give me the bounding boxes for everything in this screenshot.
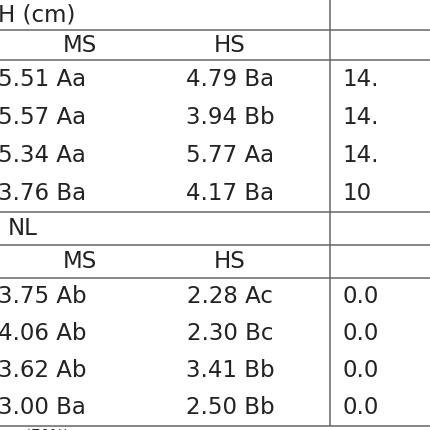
Text: 4.79 Ba: 4.79 Ba	[186, 68, 274, 90]
Text: HS: HS	[214, 250, 246, 273]
Text: 5.77 Aa: 5.77 Aa	[186, 144, 274, 166]
Text: ng (70%).: ng (70%).	[2, 429, 74, 430]
Text: 0.0: 0.0	[342, 359, 378, 382]
Text: H (cm): H (cm)	[0, 3, 75, 27]
Text: 3.62 Ab: 3.62 Ab	[0, 359, 86, 382]
Text: 14.: 14.	[342, 144, 378, 166]
Text: 2.28 Ac: 2.28 Ac	[187, 285, 273, 308]
Text: 4.06 Ab: 4.06 Ab	[0, 322, 86, 345]
Text: 3.76 Ba: 3.76 Ba	[0, 181, 86, 205]
Text: 14.: 14.	[342, 68, 378, 90]
Text: 3.00 Ba: 3.00 Ba	[0, 396, 86, 419]
Text: 5.51 Aa: 5.51 Aa	[0, 68, 86, 90]
Text: 0.0: 0.0	[342, 322, 378, 345]
Text: HS: HS	[214, 34, 246, 56]
Text: 2.30 Bc: 2.30 Bc	[187, 322, 273, 345]
Text: 0.0: 0.0	[342, 396, 378, 419]
Text: NL: NL	[8, 217, 38, 240]
Text: 5.57 Aa: 5.57 Aa	[0, 105, 86, 129]
Text: MS: MS	[63, 250, 97, 273]
Text: 3.41 Bb: 3.41 Bb	[186, 359, 274, 382]
Text: 0.0: 0.0	[342, 285, 378, 308]
Text: 10: 10	[342, 181, 371, 205]
Text: 2.50 Bb: 2.50 Bb	[186, 396, 274, 419]
Text: 3.75 Ab: 3.75 Ab	[0, 285, 86, 308]
Text: 14.: 14.	[342, 105, 378, 129]
Text: 3.94 Bb: 3.94 Bb	[186, 105, 274, 129]
Text: 4.17 Ba: 4.17 Ba	[186, 181, 274, 205]
Text: MS: MS	[63, 34, 97, 56]
Text: 5.34 Aa: 5.34 Aa	[0, 144, 86, 166]
